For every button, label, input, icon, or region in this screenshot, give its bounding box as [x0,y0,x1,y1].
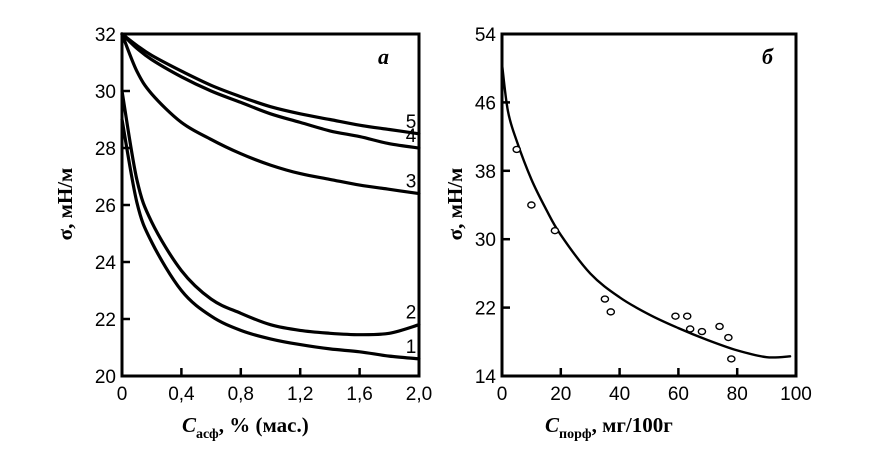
data-point [697,327,707,336]
panel-b-x-axis-label: Cпорф, мг/100г [545,413,673,442]
panel-a-x-axis-label-subscript: асф [196,427,219,442]
data-point [550,226,560,235]
y-tick-label: 20 [95,367,116,388]
panel-b-data-points [512,145,736,363]
x-tick-label: 0,4 [168,384,195,405]
x-tick-label: 0 [117,384,128,405]
panel-b-plot-frame [500,32,798,378]
x-tick-label: 1,6 [346,384,372,405]
y-tick-label: 22 [475,299,496,320]
x-tick-label: 0 [497,384,508,405]
y-tick-label: 30 [475,230,496,251]
data-point [685,325,695,333]
data-point [727,355,736,363]
series-2-line [120,89,421,337]
series-3-label: 3 [406,172,417,193]
series-2-label: 2 [406,303,417,324]
data-point [600,295,610,303]
y-tick-label: 54 [475,25,497,46]
panel-a-x-axis-label-rest: , % (мас.) [219,413,309,437]
panel-b-x-axis-label-subscript: порф [559,427,592,442]
data-point [512,145,522,154]
series-5-label: 5 [406,112,417,133]
series-4-line [120,32,421,150]
series-4-label: 4 [406,126,417,147]
x-tick-label: 2,0 [406,384,432,405]
panel-a-series-labels: 1 2 3 45 [406,112,417,358]
panel-a-x-axis-label: Cасф, % (мас.) [182,413,309,442]
x-tick-label: 40 [609,384,630,405]
data-point [682,312,692,320]
y-tick-label: 46 [475,93,496,114]
series-5-line [120,32,421,136]
panel-b-label: б [762,44,774,69]
data-point [606,308,616,316]
data-point [715,322,724,331]
x-tick-label: 0,8 [228,384,254,405]
y-tick-label: 30 [95,82,116,103]
series-3-line [120,32,421,196]
series-1-label: 1 [406,337,417,358]
data-point [671,312,680,320]
panel-a-x-axis-label-main: C [182,413,197,437]
panel-b-ticks [500,32,798,378]
x-tick-label: 1,2 [287,384,313,405]
x-tick-label: 100 [780,384,812,405]
y-tick-label: 22 [95,310,116,331]
panel-a-y-axis-label: σ, мН/м [53,168,77,241]
fit-curve-line [500,62,792,359]
panel-a-label: а [378,44,389,69]
panel-b-x-axis-label-main: C [545,413,560,437]
panel-b-x-axis-label-rest: , мг/100г [592,413,673,437]
data-point [527,201,536,209]
series-1-line [120,117,421,361]
x-tick-label: 60 [668,384,689,405]
panel-a: 0 0,4 0,8 1,2 1,6 2,0 20 22 24 26 28 30 32 1 2 3 45 а σ… [53,25,432,442]
panel-b-y-axis-label: σ, мН/м [443,168,467,241]
y-tick-label: 14 [475,367,497,388]
y-tick-label: 28 [95,139,116,160]
y-tick-label: 24 [95,253,117,274]
y-tick-label: 26 [95,196,116,217]
y-tick-label: 38 [475,162,496,183]
y-tick-label: 32 [95,25,116,46]
x-tick-label: 20 [550,384,571,405]
panel-b-fit-curve [500,62,792,359]
panel-a-curves [120,32,421,361]
x-tick-label: 80 [727,384,748,405]
panel-b-tick-labels: 0 20 40 60 80 100 14 22 30 38 46 54 [475,25,812,405]
data-point [724,333,733,342]
panel-b: 0 20 40 60 80 100 14 22 30 38 46 54 б σ, мН/м Cпорф… [443,25,812,442]
